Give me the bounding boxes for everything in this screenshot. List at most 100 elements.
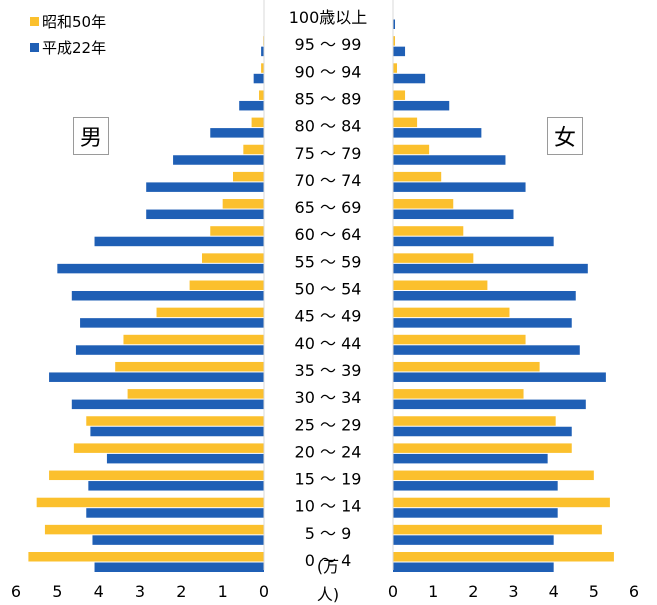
bar-male-heisei22 [94,236,265,247]
bar-female-heisei22 [393,73,426,84]
age-group-label: 70 ～ 74 [295,171,362,190]
bar-female-heisei22 [393,209,514,220]
bar-female-showa50 [393,334,526,345]
bar-male-showa50 [28,552,265,562]
bar-female-showa50 [393,280,488,290]
bar-female-showa50 [393,416,556,426]
age-group-label: 40 ～ 44 [295,334,362,353]
bar-female-showa50 [393,226,464,236]
x-tick-label-male: 2 [176,582,186,601]
x-tick-label-male: 4 [94,582,104,601]
age-group-label: 65 ～ 69 [295,198,362,217]
bar-female-heisei22 [393,453,548,464]
bar-female-showa50 [393,63,398,73]
x-tick-label-female: 2 [468,582,478,601]
bar-male-showa50 [261,63,264,73]
legend: 昭和50年 平成22年 [30,8,106,60]
x-tick-label-male: 5 [52,582,62,601]
bar-male-heisei22 [239,100,264,111]
bar-male-showa50 [73,443,264,453]
bar-male-heisei22 [261,46,264,57]
age-group-label: 75 ～ 79 [295,144,362,163]
bar-female-showa50 [393,199,454,209]
bar-male-showa50 [251,117,264,128]
bar-female-heisei22 [393,46,406,57]
x-tick-label-male: 0 [259,582,269,601]
x-tick-label-female: 6 [629,582,639,601]
bar-male-heisei22 [49,372,264,382]
bar-female-heisei22 [393,155,506,165]
bar-male-showa50 [189,280,264,290]
x-tick-label-male: 6 [11,582,21,601]
bar-male-heisei22 [253,73,264,84]
age-group-label: 0 ～ 4 [305,551,352,570]
legend-item-heisei22: 平成22年 [30,34,106,60]
female-label: 女 [547,117,583,155]
bar-male-heisei22 [146,209,264,220]
bar-female-heisei22 [393,100,450,111]
bar-male-heisei22 [75,345,264,355]
age-group-label: 100歳以上 [289,8,368,27]
age-group-label: 80 ～ 84 [295,117,362,136]
x-tick-label-female: 3 [508,582,518,601]
bar-male-heisei22 [92,535,264,545]
bar-male-showa50 [233,171,264,182]
bar-female-heisei22 [393,318,572,328]
age-group-label: 10 ～ 14 [295,497,362,516]
bar-female-heisei22 [393,263,588,274]
x-tick-label-male: 3 [135,582,145,601]
bar-female-heisei22 [393,236,554,247]
bar-female-showa50 [393,470,594,481]
age-group-label: 35 ～ 39 [295,361,362,380]
bar-male-showa50 [127,389,264,399]
bar-male-heisei22 [90,426,265,437]
age-group-label: 5 ～ 9 [305,524,352,543]
bar-female-showa50 [393,443,572,453]
bar-male-showa50 [36,497,264,508]
bar-female-showa50 [393,307,510,318]
bar-female-showa50 [393,389,524,399]
bar-female-heisei22 [393,19,396,29]
age-group-label: 15 ～ 19 [295,470,362,489]
bar-female-heisei22 [393,128,482,138]
bar-male-showa50 [49,470,264,481]
bar-female-showa50 [393,90,406,100]
bar-male-heisei22 [106,453,264,464]
bar-male-showa50 [156,307,264,318]
x-tick-label-female: 4 [549,582,559,601]
bar-male-heisei22 [80,318,264,328]
age-group-label: 85 ～ 89 [295,89,362,108]
legend-swatch-showa50 [30,16,39,26]
x-tick-label-female: 5 [589,582,599,601]
bar-male-heisei22 [86,508,265,518]
bar-male-showa50 [123,334,264,345]
bar-female-showa50 [393,253,474,263]
legend-item-showa50: 昭和50年 [30,8,106,34]
age-group-label: 25 ～ 29 [295,415,362,434]
bar-male-heisei22 [210,128,264,138]
age-group-label: 90 ～ 94 [295,62,362,81]
x-tick-label-male: 1 [218,582,228,601]
bar-male-heisei22 [94,562,265,572]
bar-male-heisei22 [71,399,264,410]
bar-male-heisei22 [146,182,264,192]
male-label: 男 [73,117,109,155]
bar-female-heisei22 [393,562,554,572]
legend-swatch-heisei22 [30,42,39,52]
bar-female-heisei22 [393,345,580,355]
bar-female-showa50 [393,171,442,182]
age-group-label: 55 ～ 59 [295,252,362,271]
age-group-label: 50 ～ 54 [295,280,362,299]
x-tick-label-female: 0 [388,582,398,601]
legend-label-heisei22: 平成22年 [42,38,107,57]
bar-male-showa50 [222,199,264,209]
bar-female-heisei22 [393,535,554,545]
x-tick-label-female: 1 [428,582,438,601]
bar-male-showa50 [259,90,264,100]
age-group-label: 30 ～ 34 [295,388,362,407]
bar-male-showa50 [243,144,264,155]
bar-female-heisei22 [393,291,576,301]
age-group-label: 60 ～ 64 [295,225,362,244]
bar-female-heisei22 [393,508,558,518]
